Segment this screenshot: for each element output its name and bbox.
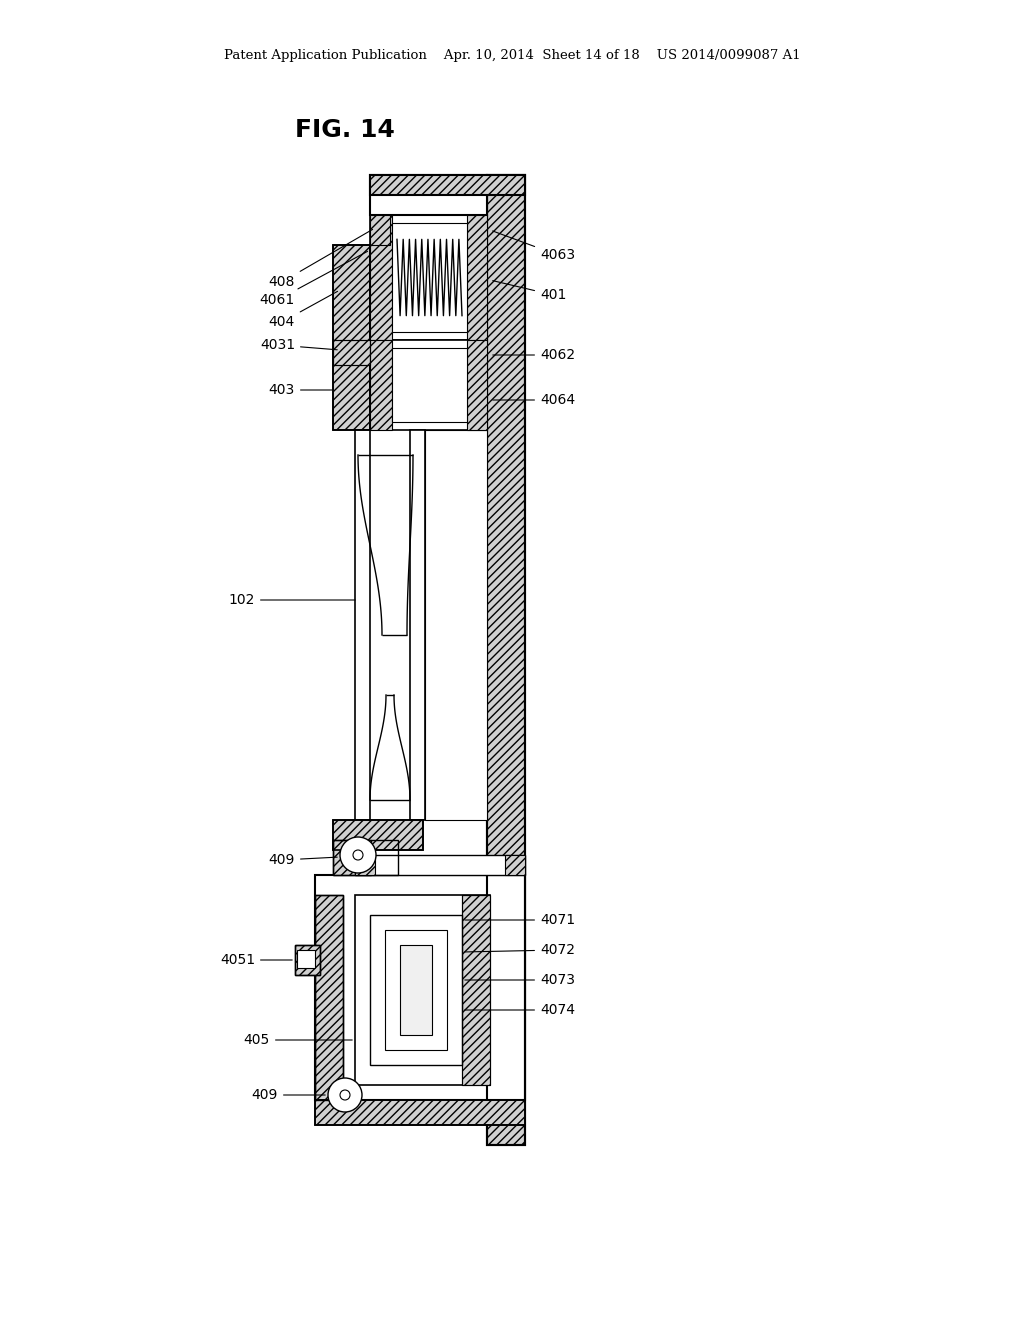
Text: 4031: 4031	[260, 338, 337, 352]
Text: 404: 404	[268, 292, 338, 329]
Bar	[355, 855, 525, 875]
Bar	[333, 341, 370, 366]
Bar	[295, 945, 319, 975]
Bar	[295, 945, 319, 975]
Bar	[385, 931, 447, 1049]
Bar	[370, 176, 525, 195]
Bar	[333, 840, 371, 875]
Bar	[355, 895, 490, 1085]
Bar	[370, 915, 462, 1065]
Bar	[410, 430, 425, 820]
Text: Patent Application Publication    Apr. 10, 2014  Sheet 14 of 18    US 2014/00990: Patent Application Publication Apr. 10, …	[223, 49, 801, 62]
Bar	[355, 430, 370, 820]
Bar	[370, 176, 487, 215]
Text: 403: 403	[268, 383, 332, 397]
Bar	[333, 820, 423, 850]
Text: 4073: 4073	[465, 973, 575, 987]
Bar	[462, 895, 490, 1085]
Bar	[370, 215, 392, 341]
Text: 102: 102	[228, 593, 355, 607]
Bar	[392, 223, 467, 333]
Circle shape	[340, 1090, 350, 1100]
Bar	[370, 215, 487, 341]
Bar	[467, 215, 487, 341]
Bar	[333, 246, 370, 430]
Text: 4072: 4072	[465, 942, 575, 957]
Bar	[333, 246, 370, 430]
Bar	[487, 176, 525, 1144]
Text: 4061: 4061	[260, 251, 368, 308]
Text: 4064: 4064	[493, 393, 575, 407]
Text: 401: 401	[493, 281, 566, 302]
Circle shape	[328, 1078, 362, 1111]
Bar	[462, 895, 490, 1085]
Bar	[370, 341, 487, 430]
Bar	[315, 1100, 525, 1125]
Bar	[467, 341, 487, 430]
Text: 409: 409	[252, 1088, 326, 1102]
Bar	[315, 895, 343, 1100]
Bar	[370, 341, 392, 430]
Bar	[333, 341, 370, 366]
Text: 4071: 4071	[465, 913, 575, 927]
Text: 4062: 4062	[493, 348, 575, 362]
Circle shape	[340, 837, 376, 873]
Bar	[487, 176, 525, 1144]
Text: 409: 409	[268, 853, 337, 867]
Text: 408: 408	[268, 230, 373, 289]
Bar	[392, 348, 467, 422]
Text: 4051: 4051	[220, 953, 292, 968]
Bar	[315, 875, 525, 1100]
Text: 4074: 4074	[465, 1003, 575, 1016]
Bar	[315, 895, 343, 1100]
Bar	[400, 945, 432, 1035]
Bar	[315, 1100, 525, 1125]
Bar	[297, 950, 315, 968]
Bar	[333, 840, 398, 875]
Text: 405: 405	[244, 1034, 352, 1047]
Bar	[370, 215, 390, 246]
Bar	[425, 430, 487, 820]
Circle shape	[353, 850, 362, 861]
Bar	[505, 855, 525, 875]
Text: 4063: 4063	[493, 231, 575, 261]
Bar	[333, 820, 423, 850]
Bar	[355, 855, 375, 875]
Text: FIG. 14: FIG. 14	[295, 117, 395, 143]
